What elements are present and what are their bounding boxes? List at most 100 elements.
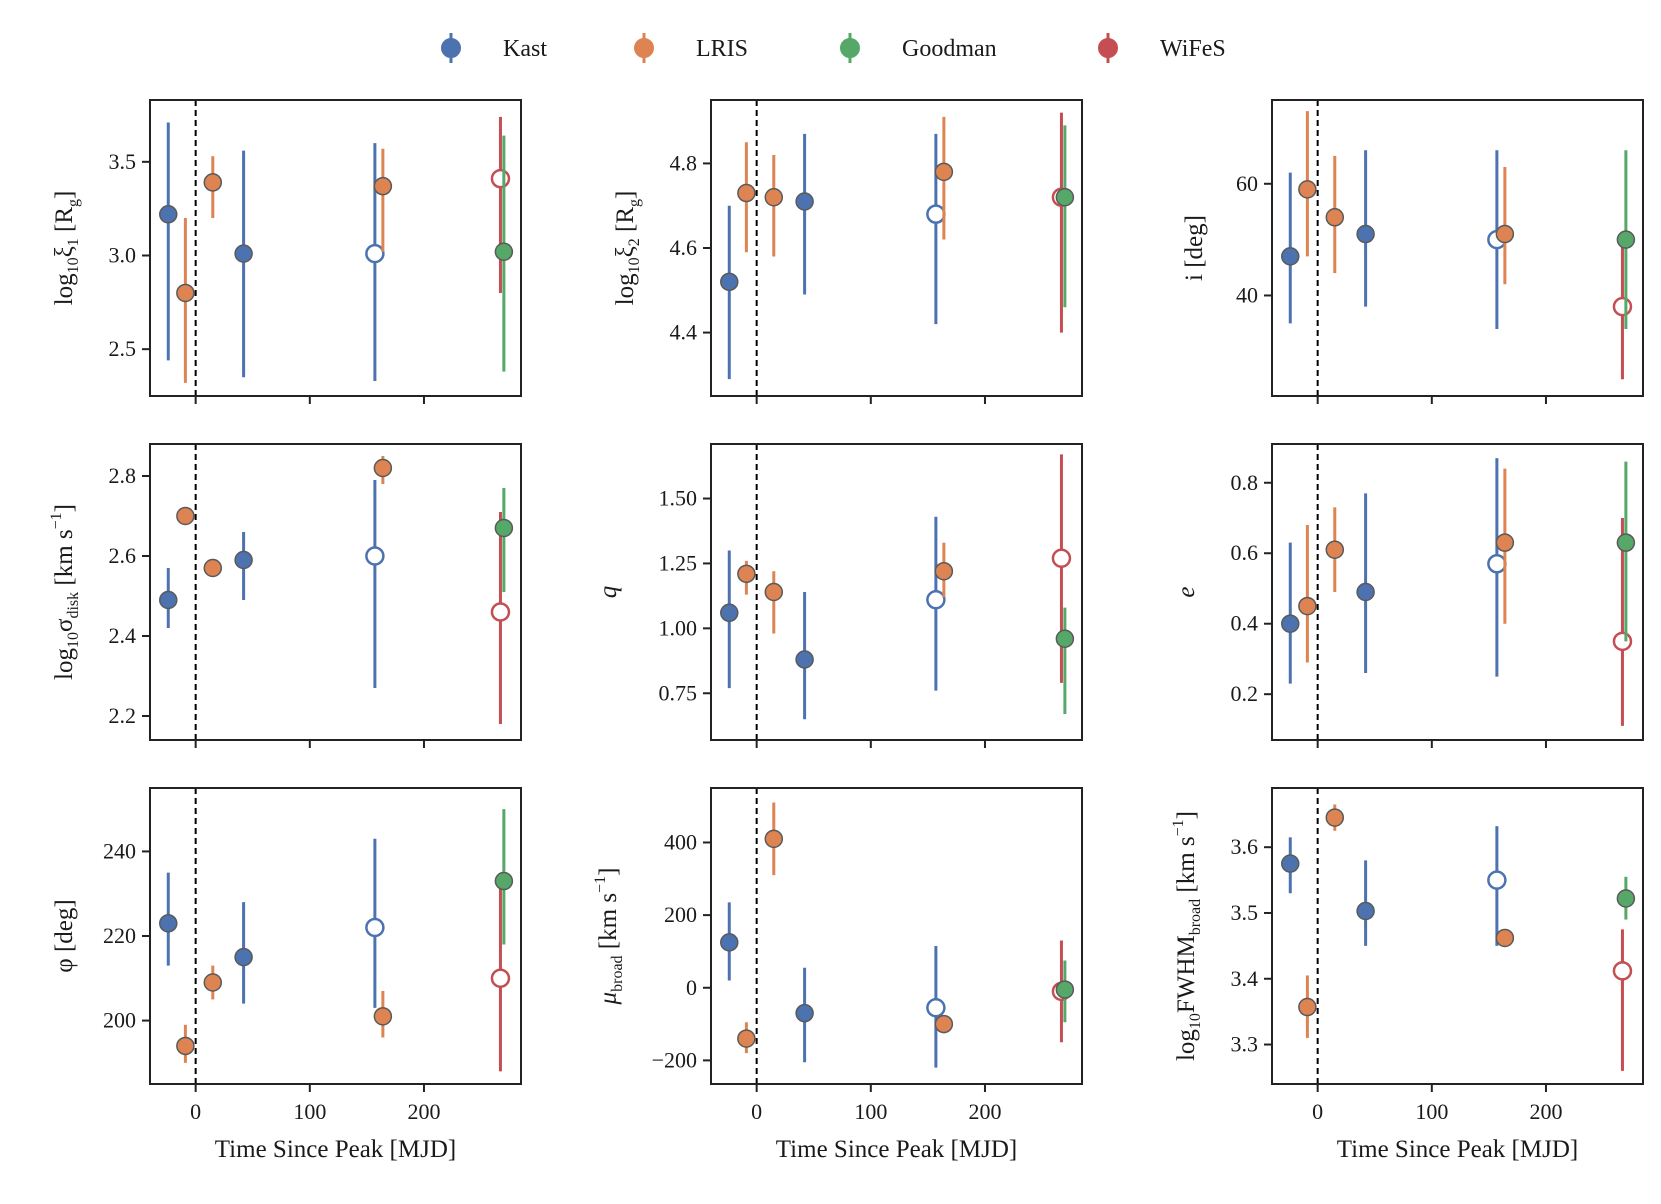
y-tick-label: 200 — [103, 1008, 136, 1033]
legend-item-lris: LRIS — [634, 33, 748, 63]
data-point-lris — [737, 142, 756, 253]
panel-p0: 2.5 3.0 3.5 log10ξ1 [Rg] — [51, 99, 522, 404]
legend-label: LRIS — [696, 36, 748, 62]
y-axis-label: φ [deg] — [51, 899, 78, 972]
data-point-kast — [795, 967, 814, 1063]
x-tick-label: 100 — [293, 1099, 326, 1124]
axes-frame — [1271, 787, 1644, 1085]
y-axis-label: q — [595, 586, 622, 599]
data-point-goodman — [1616, 876, 1636, 920]
data-point-wifes — [1051, 112, 1072, 333]
data-point-kast — [795, 592, 814, 720]
data-point-lris — [373, 990, 393, 1038]
marker — [1298, 596, 1317, 616]
data-point-kast — [159, 122, 178, 361]
data-point-kast — [926, 133, 946, 325]
marker — [159, 590, 178, 610]
axes-frame — [149, 787, 522, 1085]
x-axis-label: Time Since Peak [MJD] — [215, 1136, 456, 1163]
y-axis-label: i [deg] — [1181, 215, 1208, 281]
data-point-lris — [176, 506, 195, 526]
marker — [494, 242, 514, 261]
y-tick-label: 0 — [686, 975, 697, 1000]
marker — [365, 917, 385, 938]
y-tick-label: −200 — [652, 1047, 697, 1072]
marker — [764, 829, 784, 849]
panels: 2.5 3.0 3.5 log10ξ1 [Rg] 4.4 4.6 4.8 log10ξ2 [R… — [48, 99, 1644, 1163]
marker — [720, 603, 739, 623]
data-point-lris — [737, 560, 756, 595]
panel-p4: 0.75 1.00 1.25 1.50 q — [595, 443, 1083, 748]
data-point-goodman — [494, 488, 514, 592]
marker — [934, 162, 954, 182]
marker — [720, 933, 739, 952]
marker — [1612, 961, 1633, 981]
marker — [1055, 980, 1075, 999]
marker — [373, 1007, 393, 1026]
marker — [1487, 554, 1507, 574]
marker — [795, 1003, 814, 1023]
data-point-kast — [1487, 458, 1507, 677]
data-point-kast — [1356, 860, 1375, 946]
data-point-lris — [1495, 928, 1515, 948]
marker — [1616, 533, 1636, 552]
data-point-kast — [159, 568, 178, 628]
marker — [365, 243, 385, 264]
y-tick-label: 3.5 — [109, 149, 137, 174]
data-point-lris — [934, 1014, 954, 1034]
y-axis-label: log10ξ1 [Rg] — [51, 191, 82, 306]
marker — [176, 1036, 195, 1056]
legend-item-goodman: Goodman — [840, 33, 997, 63]
y-axis-label: μbroad [km s−1] — [592, 868, 626, 1006]
data-point-goodman — [494, 135, 514, 372]
marker — [373, 458, 393, 478]
panel-p3: 2.2 2.4 2.6 2.8 log10σdisk [km s−1] — [48, 443, 522, 748]
x-axis-label: Time Since Peak [MJD] — [1337, 1136, 1578, 1163]
x-axis-label: Time Since Peak [MJD] — [776, 1136, 1017, 1163]
marker — [1495, 533, 1515, 552]
data-point-kast — [1356, 150, 1375, 307]
y-tick-label: 3.0 — [109, 242, 137, 267]
legend: Kast LRIS Goodman WiFeS — [441, 33, 1226, 63]
data-point-kast — [1281, 542, 1300, 684]
marker — [494, 518, 514, 538]
y-tick-label: 220 — [103, 923, 136, 948]
data-point-kast — [234, 532, 253, 600]
y-tick-label: 2.8 — [109, 463, 137, 488]
data-point-goodman — [1616, 461, 1636, 642]
data-point-lris — [373, 148, 393, 252]
marker — [764, 582, 784, 602]
marker — [1051, 548, 1072, 568]
marker — [1487, 870, 1507, 890]
marker — [737, 1029, 756, 1048]
data-point-goodman — [1055, 960, 1075, 1023]
y-tick-label: 0.6 — [1231, 540, 1259, 565]
marker — [494, 871, 514, 891]
marker — [365, 546, 385, 566]
x-tick-label: 0 — [190, 1099, 201, 1124]
legend-item-kast: Kast — [441, 33, 547, 63]
marker — [795, 192, 814, 211]
marker — [490, 602, 511, 622]
y-tick-label: 2.5 — [109, 336, 137, 361]
panel-p8: 3.3 3.4 3.5 3.6 0 100 200 Time Since Peak [MJD]… — [1170, 787, 1644, 1163]
y-tick-label: 400 — [664, 829, 697, 854]
y-tick-label: 0.4 — [1231, 611, 1259, 636]
marker — [1495, 928, 1515, 948]
marker — [795, 650, 814, 669]
marker — [176, 506, 195, 526]
marker — [1356, 582, 1375, 602]
legend-label: Goodman — [902, 36, 997, 62]
x-tick-label: 100 — [854, 1099, 887, 1124]
panel-p1: 4.4 4.6 4.8 log10ξ2 [Rg] — [612, 99, 1083, 404]
data-point-lris — [1495, 167, 1515, 285]
data-point-lris — [373, 456, 393, 484]
data-point-kast — [234, 902, 253, 1004]
marker — [1356, 901, 1375, 921]
legend-marker — [441, 38, 461, 58]
y-tick-label: 40 — [1236, 282, 1258, 307]
marker — [159, 914, 178, 933]
marker — [926, 204, 946, 224]
x-tick-label: 200 — [407, 1099, 440, 1124]
data-point-kast — [720, 902, 739, 981]
